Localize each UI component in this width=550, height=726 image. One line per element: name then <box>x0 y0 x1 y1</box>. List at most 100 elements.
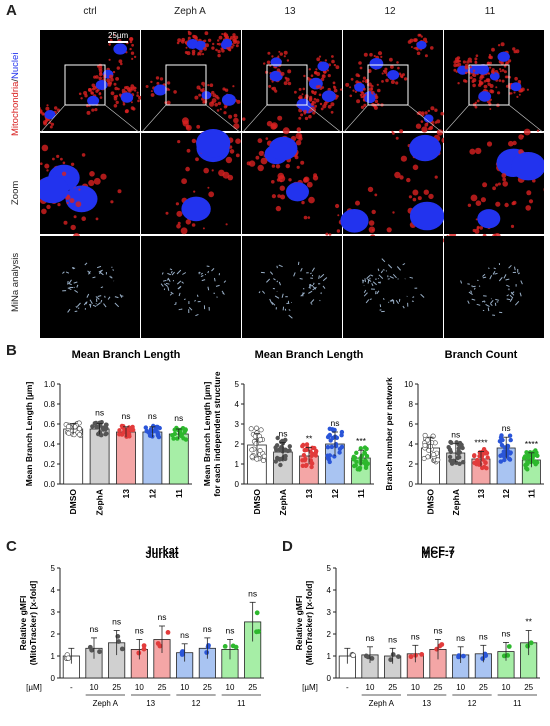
network-segment <box>195 313 199 317</box>
mitochondria-dot <box>115 77 119 81</box>
mitochondria-dot <box>203 47 208 51</box>
mitochondria-dot <box>70 224 76 231</box>
mitochondria-dot <box>267 51 271 55</box>
network-segment <box>476 303 481 306</box>
mitochondria-dot <box>314 104 317 108</box>
mitochondria-dot <box>492 186 496 191</box>
mitochondria-dot <box>287 81 292 86</box>
data-point <box>304 447 309 452</box>
mitochondria-dot <box>40 109 43 113</box>
y-tick-label: 4 <box>235 400 240 409</box>
mitochondria-dot <box>118 93 122 97</box>
mitochondria-dot <box>63 220 68 225</box>
category-label: 13 <box>476 489 486 499</box>
data-point <box>179 650 185 655</box>
mitochondria-dot <box>330 110 334 114</box>
network-segment <box>377 281 381 284</box>
data-point <box>507 457 513 462</box>
significance-label: ns <box>95 408 104 418</box>
mitochondria-dot <box>186 51 191 56</box>
mitochondria-dot <box>133 55 137 59</box>
mitochondria-dot <box>176 224 181 229</box>
network-segment <box>67 287 72 291</box>
mitochondria-dot <box>416 51 421 56</box>
mitochondria-dot <box>203 167 209 174</box>
mitochondria-dot <box>412 164 419 171</box>
nucleus <box>387 70 400 80</box>
bar <box>142 431 163 485</box>
network-segment <box>211 268 215 272</box>
mitochondria-dot <box>204 31 209 36</box>
mitochondria-dot <box>384 67 388 71</box>
dose-label: 25 <box>388 683 397 692</box>
mitochondria-dot <box>275 205 282 212</box>
mitochondria-dot <box>194 95 199 100</box>
mitochondria-dot <box>272 86 277 91</box>
network-segment <box>319 299 321 302</box>
mitochondria-dot <box>260 157 268 165</box>
y-tick-label: 8 <box>409 400 414 409</box>
mitochondria-dot <box>41 144 49 152</box>
data-point <box>278 439 284 445</box>
category-label: ZephA <box>278 489 288 515</box>
significance-label: ns <box>502 423 511 433</box>
mitochondria-dot <box>408 195 412 199</box>
zoom-region-box <box>266 64 308 106</box>
y-tick-label: 1.0 <box>44 380 56 389</box>
network-segment <box>489 275 493 280</box>
data-point <box>534 460 540 465</box>
mitochondria-dot <box>313 101 317 104</box>
network-segment <box>387 278 390 280</box>
nucleus <box>270 57 282 67</box>
y-axis-label: Mean Branch Length [µm] <box>202 382 212 487</box>
mitochondria-dot <box>108 58 111 61</box>
network-segment <box>97 295 102 297</box>
data-point <box>506 644 512 649</box>
micrograph-content <box>258 261 328 319</box>
mitochondria-dot <box>462 60 466 64</box>
mitochondria-dot <box>80 97 83 100</box>
network-segment <box>282 306 285 311</box>
network-segment <box>199 271 201 274</box>
network-segment <box>221 290 225 295</box>
mitochondria-dot <box>323 101 328 106</box>
network-segment <box>162 279 167 282</box>
mitochondria-dot <box>222 171 230 179</box>
mitochondria-dot <box>216 96 220 100</box>
data-point <box>254 629 259 635</box>
nucleus <box>409 201 445 231</box>
mitochondria-dot <box>469 66 472 69</box>
mitochondria-dot <box>298 116 302 120</box>
mitochondria-dot <box>110 77 114 82</box>
mitochondria-dot <box>415 123 422 129</box>
category-label: DMSO <box>68 489 78 515</box>
data-point <box>358 446 363 451</box>
y-tick-label: 1 <box>327 652 332 661</box>
data-point <box>310 445 315 450</box>
network-segment <box>364 278 366 283</box>
network-segment <box>299 278 303 280</box>
mitochondria-dot <box>41 208 47 215</box>
network-segment <box>389 275 394 279</box>
network-segment <box>68 279 72 284</box>
mitochondria-dot <box>406 177 411 183</box>
data-point <box>261 453 267 459</box>
data-point <box>430 433 436 439</box>
mitochondria-dot <box>536 129 540 132</box>
mitochondria-dot <box>138 95 142 100</box>
mitochondria-dot <box>57 203 61 207</box>
network-segment <box>312 285 317 290</box>
mitochondria-dot <box>501 69 505 72</box>
network-segment <box>169 293 173 296</box>
micrograph-content <box>246 115 319 220</box>
data-point <box>253 425 259 431</box>
network-segment <box>262 290 266 294</box>
network-segment <box>378 274 384 279</box>
data-point <box>456 449 461 454</box>
dose-label: 25 <box>112 683 121 692</box>
network-segment <box>402 305 405 309</box>
mitochondria-dot <box>333 88 338 93</box>
network-segment <box>206 265 210 267</box>
mitochondria-dot <box>279 52 283 56</box>
micrograph-content <box>460 263 523 316</box>
